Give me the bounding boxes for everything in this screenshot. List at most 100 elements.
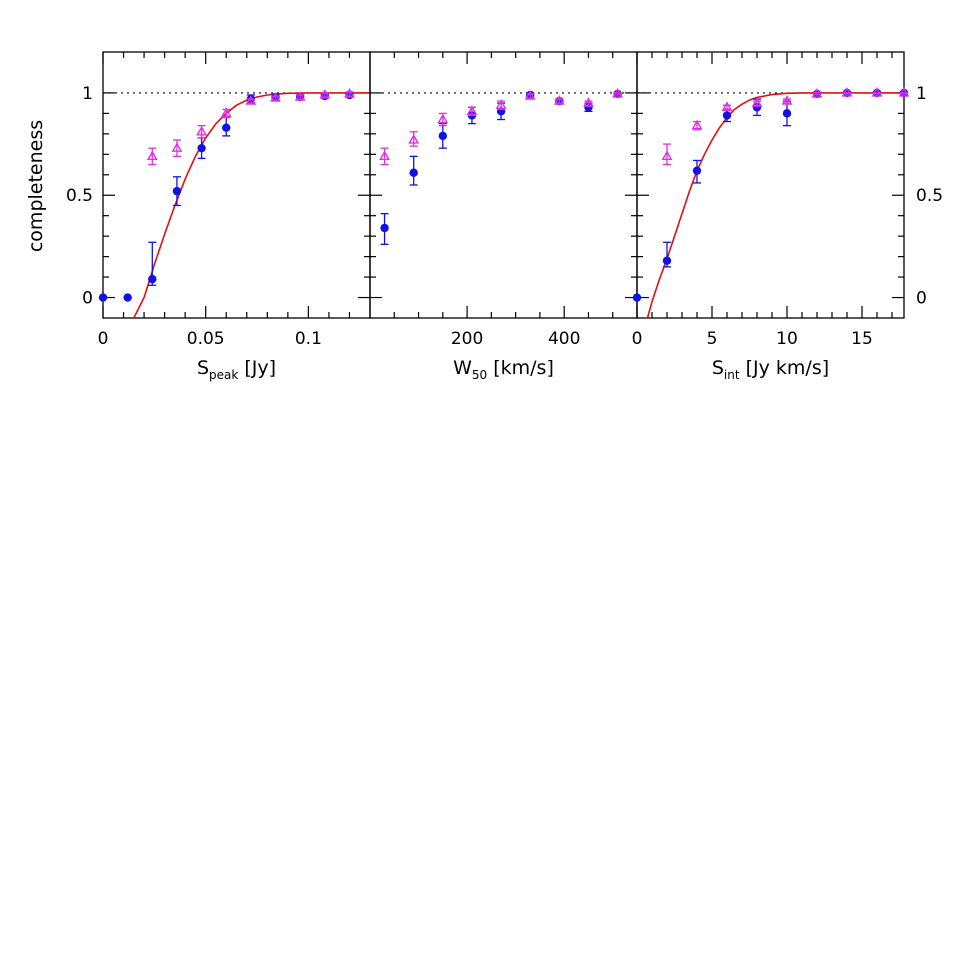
triangle-data-point — [319, 89, 331, 99]
triangle-marker — [379, 150, 390, 161]
fit-curve — [646, 92, 904, 318]
y-tick-label: 0 — [82, 289, 93, 309]
triangle-data-point — [898, 86, 910, 97]
triangle-data-point — [294, 91, 306, 101]
triangle-marker — [270, 92, 281, 102]
triangle-marker — [721, 101, 733, 111]
triangle-data-point — [612, 88, 623, 98]
triangle-data-point — [583, 97, 594, 107]
triangle-data-point — [553, 95, 565, 105]
triangle-data-point — [270, 92, 281, 102]
triangle-marker — [811, 88, 823, 98]
triangle-data-point — [171, 139, 183, 158]
circle-marker — [172, 186, 182, 196]
x-axis-title: Speak [Jy] — [197, 357, 276, 382]
triangle-marker — [553, 95, 565, 105]
triangle-data-point — [466, 105, 478, 117]
x-tick-label: 0 — [98, 329, 109, 349]
panel-frame — [636, 51, 905, 319]
triangle-marker — [898, 86, 910, 97]
panel-2: 200 400 W50 [km/s] — [369, 51, 638, 382]
x-tick-label: 0.05 — [187, 329, 225, 349]
x-tick-label: 0 — [632, 329, 643, 349]
panel-1: 0 0.05 0.1 0 0.5 1 Speak [Jy] — [66, 51, 371, 382]
triangle-marker — [220, 107, 232, 118]
triangle-marker — [524, 90, 536, 100]
circle-data-point — [197, 137, 206, 160]
triangle-data-point — [220, 107, 232, 119]
triangle-data-point — [437, 112, 449, 127]
triangle-marker — [146, 150, 158, 161]
circle-data-point — [722, 108, 732, 123]
circle-data-point — [782, 100, 792, 127]
circle-data-point — [632, 293, 642, 302]
circle-marker — [632, 293, 642, 302]
triangle-marker — [466, 105, 478, 116]
triangle-marker — [495, 99, 507, 109]
triangle-marker — [319, 89, 331, 99]
x-tick-label: 0.1 — [295, 329, 322, 349]
fit-curve — [133, 92, 370, 318]
circle-marker — [197, 143, 206, 153]
triangle-data-point — [841, 86, 853, 97]
circle-data-point — [148, 241, 157, 286]
triangle-data-point — [871, 86, 883, 97]
x-axis-title: W50 [km/s] — [453, 357, 554, 382]
circle-data-point — [172, 176, 182, 207]
x-axis-title: Sint [Jy km/s] — [712, 357, 829, 382]
triangle-data-point — [408, 131, 420, 147]
circle-data-point — [123, 293, 132, 302]
circle-data-point — [692, 159, 702, 184]
panel-frame — [102, 51, 371, 319]
triangle-data-point — [781, 95, 793, 105]
circle-data-point — [222, 116, 231, 137]
panels-group: 0 0.05 0.1 0 0.5 1 Speak [Jy] 200 400 W50 [km/s] 0… — [66, 51, 943, 382]
y-tick-label: 1 — [916, 84, 927, 104]
circle-marker — [380, 223, 389, 233]
triangle-data-point — [661, 143, 673, 166]
circle-data-point — [380, 212, 389, 245]
triangle-data-point — [721, 101, 733, 111]
triangle-marker — [196, 125, 207, 136]
triangle-marker — [691, 119, 703, 130]
circle-marker — [98, 293, 108, 302]
y-tick-label: 1 — [82, 84, 93, 104]
triangle-marker — [751, 97, 763, 107]
triangle-marker — [781, 95, 793, 105]
triangle-marker — [612, 88, 623, 98]
y-tick-label: 0.5 — [66, 186, 93, 206]
triangle-marker — [294, 91, 306, 101]
circle-marker — [409, 168, 418, 177]
triangle-data-point — [751, 97, 763, 107]
triangle-data-point — [196, 125, 207, 139]
circle-data-point — [98, 293, 108, 302]
x-tick-label: 200 — [451, 329, 483, 349]
y-axis-title: completeness — [25, 120, 47, 252]
triangle-data-point — [379, 147, 390, 166]
triangle-marker — [661, 150, 673, 161]
panel-3: 0 5 10 15 0 0.5 1 Sint [Jy km/s] — [632, 51, 943, 382]
y-tick-label: 0 — [916, 289, 927, 309]
circle-data-point — [662, 241, 672, 268]
triangle-data-point — [691, 119, 703, 131]
circle-marker — [662, 256, 672, 265]
circle-data-point — [438, 122, 448, 149]
triangle-data-point — [495, 99, 507, 110]
x-tick-label: 5 — [707, 329, 718, 349]
triangle-data-point — [146, 147, 158, 166]
triangle-marker — [245, 95, 257, 105]
triangle-data-point — [524, 90, 536, 100]
circle-marker — [123, 293, 132, 302]
y-tick-label: 0.5 — [916, 186, 943, 206]
triangle-data-point — [811, 88, 823, 98]
x-tick-label: 400 — [548, 329, 580, 349]
triangle-marker — [171, 142, 183, 152]
circle-marker — [692, 166, 702, 175]
triangle-marker — [871, 86, 883, 97]
circle-marker — [148, 274, 157, 284]
x-tick-label: 10 — [776, 329, 798, 349]
circle-marker — [438, 131, 448, 141]
circle-marker — [782, 109, 792, 118]
circle-marker — [722, 111, 732, 120]
